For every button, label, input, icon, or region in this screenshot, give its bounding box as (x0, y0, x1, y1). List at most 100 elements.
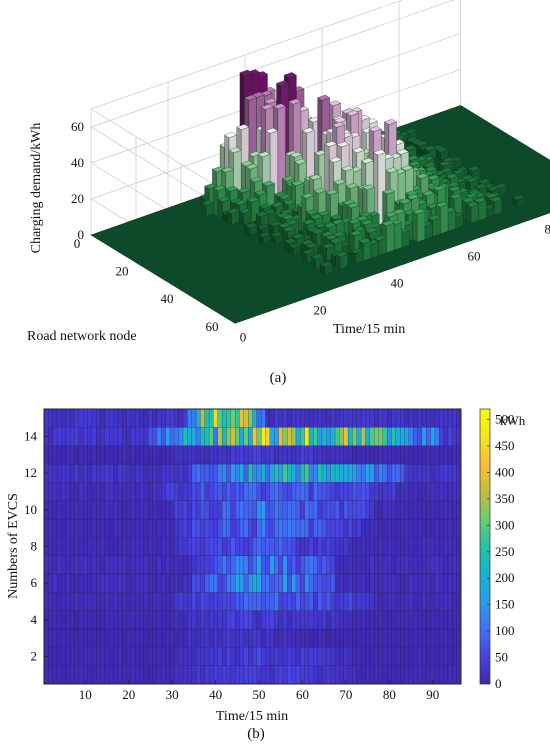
heatmap-cell (408, 610, 414, 630)
heatmap-cell (82, 628, 88, 648)
heatmap-cell (113, 408, 119, 428)
heatmap-cell (382, 482, 388, 501)
heatmap-cell (421, 647, 427, 666)
heatmap-cell (243, 555, 249, 575)
heatmap-cell (91, 665, 97, 685)
heatmap-cell (352, 592, 358, 611)
heatmap-cell (400, 482, 405, 501)
heatmap-cell (130, 665, 136, 685)
heatmap-cell (334, 445, 340, 465)
heatmap-cell (126, 537, 132, 556)
heatmap-cell (300, 537, 306, 556)
heatmap-cell (347, 463, 353, 483)
heatmap-cell (230, 537, 236, 556)
heatmap-cell (391, 482, 397, 501)
heatmap-cell (230, 518, 236, 538)
heatmap-cell (269, 628, 275, 648)
heatmap-cell (143, 665, 149, 685)
heatmap-cell (421, 427, 427, 446)
heatmap-cell (174, 610, 180, 630)
heatmap-cell (122, 628, 127, 648)
x-tick-label: 40 (209, 687, 222, 702)
heatmap-cell (204, 482, 210, 501)
heatmap-cell (113, 592, 119, 611)
heatmap-cell (243, 518, 249, 538)
heatmap-cell (217, 427, 223, 446)
heatmap-cell (221, 408, 227, 428)
heatmap-cell (300, 628, 306, 648)
heatmap-cell (100, 628, 106, 648)
heatmap-cell (148, 555, 154, 575)
colorbar-tick-label: 250 (495, 544, 515, 559)
heatmap-cell (447, 628, 453, 648)
heatmap-cell (143, 628, 149, 648)
heatmap-cell (334, 482, 340, 501)
heatmap-cell (191, 555, 197, 575)
heatmap-cell (161, 518, 167, 538)
heatmap-cell (152, 408, 158, 428)
heatmap-cell (226, 665, 232, 685)
heatmap-cell (74, 573, 80, 593)
heatmap-cell (161, 592, 167, 611)
heatmap-cell (187, 408, 193, 428)
heatmap-cell (356, 555, 362, 575)
heatmap-cell (174, 500, 180, 520)
heatmap-cell (61, 647, 67, 666)
heatmap-cell (421, 518, 427, 538)
heatmap-cell (434, 445, 440, 465)
heatmap-cell (391, 500, 397, 520)
heatmap-cell (339, 463, 345, 483)
heatmap-cell (243, 463, 249, 483)
heatmap-cell (304, 628, 310, 648)
heatmap-cell (382, 518, 388, 538)
heatmap-cell (109, 518, 114, 538)
colorbar-tick-label: 400 (495, 464, 515, 479)
heatmap-cell (300, 573, 306, 593)
heatmap-cell (282, 427, 288, 446)
heatmap-cell (104, 463, 110, 483)
heatmap-cell (317, 647, 323, 666)
heatmap-cell (334, 647, 340, 666)
heatmap-cell (78, 573, 84, 593)
heatmap-cell (195, 610, 201, 630)
heatmap-cell (143, 610, 149, 630)
heatmap-cell (330, 665, 336, 685)
heatmap-cell (200, 592, 206, 611)
heatmap-cell (87, 628, 93, 648)
colorbar-gradient (479, 408, 491, 685)
heatmap-cell (200, 537, 206, 556)
heatmap-cell (221, 665, 227, 685)
heatmap-cell (347, 573, 353, 593)
heatmap-cell (360, 463, 366, 483)
heatmap-cell (239, 408, 245, 428)
heatmap-cell (56, 592, 62, 611)
heatmap-cell (447, 555, 453, 575)
heatmap-cell (430, 555, 436, 575)
heatmap-cell (443, 628, 449, 648)
heatmap-cell (378, 628, 384, 648)
heatmap-cell (369, 427, 375, 446)
heatmap-cell (226, 427, 232, 446)
heatmap-cell (217, 628, 223, 648)
heatmap-cell (421, 463, 427, 483)
heatmap-cell (330, 628, 336, 648)
heatmap-cell (174, 573, 180, 593)
heatmap-cell (347, 445, 353, 465)
heatmap-cell (269, 610, 275, 630)
heatmap-cell (343, 555, 349, 575)
heatmap-cell (104, 408, 110, 428)
heatmap-cell (304, 445, 310, 465)
heatmap-cell (291, 445, 297, 465)
heatmap-cell (109, 665, 114, 685)
heatmap-cell (321, 592, 327, 611)
heatmap-cell (395, 665, 401, 685)
heatmap-cell (235, 647, 240, 666)
heatmap-cell (261, 573, 266, 593)
heatmap-cell (56, 463, 62, 483)
heatmap-cell (152, 445, 158, 465)
heatmap-cell (100, 647, 106, 666)
heatmap-cell (191, 482, 197, 501)
heatmap-cell (374, 628, 379, 648)
heatmap-cell (161, 555, 167, 575)
heatmap-cell (265, 573, 271, 593)
